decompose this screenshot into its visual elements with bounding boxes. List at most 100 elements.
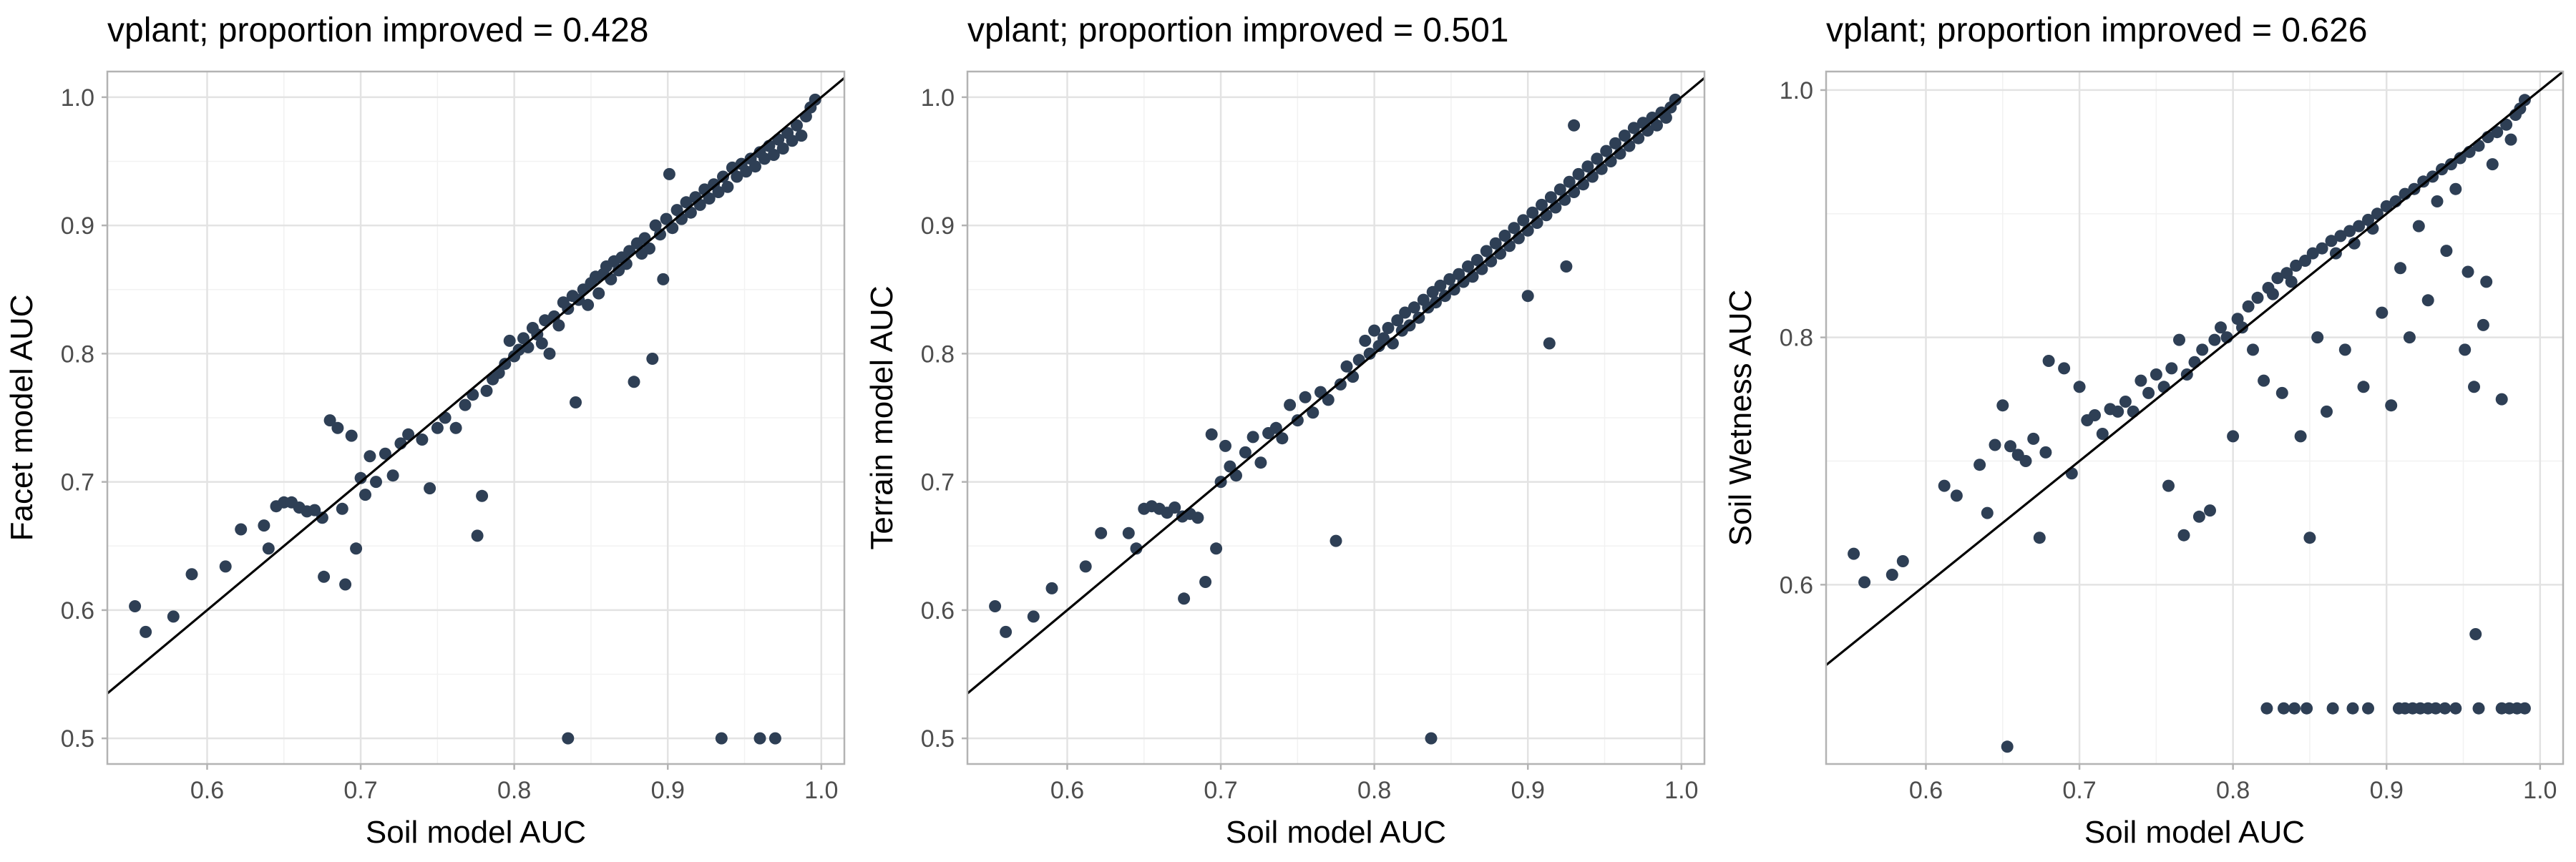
data-point <box>663 167 675 180</box>
data-point <box>1095 526 1108 539</box>
y-tick-label: 0.5 <box>921 725 955 753</box>
data-point <box>2033 532 2046 544</box>
data-point <box>2119 396 2132 408</box>
data-point <box>2472 139 2485 152</box>
data-point <box>1122 526 1135 539</box>
data-point <box>1130 542 1143 555</box>
data-point <box>1489 237 1502 250</box>
data-point <box>2469 628 2482 640</box>
data-point <box>2150 368 2162 381</box>
x-tick-label: 0.6 <box>190 777 224 804</box>
plot-area <box>1826 72 2563 764</box>
data-point <box>2096 428 2109 440</box>
data-point <box>1572 167 1585 180</box>
data-point <box>703 192 716 205</box>
data-point <box>1191 511 1204 524</box>
identity-reference-line <box>966 77 1706 695</box>
data-point <box>620 258 633 270</box>
data-point <box>1399 306 1412 319</box>
data-point <box>323 414 336 427</box>
data-point <box>1457 275 1470 288</box>
data-point <box>717 170 729 183</box>
data-point <box>2480 275 2493 288</box>
y-tick-label: 1.0 <box>61 84 94 112</box>
data-point <box>2431 195 2444 207</box>
data-point <box>2459 343 2472 356</box>
data-point <box>1989 439 2001 451</box>
x-tick-label: 0.9 <box>651 777 685 804</box>
x-tick-label: 0.7 <box>343 777 377 804</box>
data-point <box>2073 381 2086 393</box>
data-point <box>715 732 728 745</box>
data-point <box>2290 259 2303 272</box>
data-point <box>2449 702 2462 715</box>
data-point <box>2321 405 2333 418</box>
data-point <box>2303 532 2316 544</box>
data-point <box>2380 200 2393 212</box>
x-axis-title: Soil model AUC <box>2084 815 2305 850</box>
data-point <box>379 447 391 460</box>
data-point <box>1470 254 1483 266</box>
data-point <box>2462 265 2474 278</box>
data-point <box>570 396 582 408</box>
plot-border <box>1825 70 2565 765</box>
data-point <box>185 568 198 581</box>
data-point <box>339 578 352 591</box>
y-tick-label: 0.9 <box>61 212 94 240</box>
data-point <box>2192 510 2205 523</box>
data-point <box>657 273 670 285</box>
data-point <box>1307 406 1319 419</box>
data-point <box>2236 321 2248 334</box>
data-point <box>2495 393 2508 406</box>
data-point <box>1210 542 1223 555</box>
data-point <box>1359 334 1372 347</box>
panel-title: vplant; proportion improved = 0.501 <box>967 11 1508 49</box>
data-point <box>2417 175 2430 188</box>
data-point <box>503 334 516 347</box>
data-point <box>2285 275 2298 288</box>
data-point <box>1276 432 1289 445</box>
data-point <box>499 358 512 371</box>
data-point <box>1407 301 1420 314</box>
data-point <box>449 421 462 434</box>
data-point <box>1322 393 1335 406</box>
data-point <box>1560 260 1573 273</box>
data-point <box>308 504 321 516</box>
data-point <box>2353 220 2366 232</box>
data-point <box>2376 306 2389 319</box>
data-point <box>354 471 367 484</box>
data-point <box>2421 294 2434 307</box>
data-point <box>1254 456 1267 469</box>
data-point <box>2058 362 2071 375</box>
data-point <box>1448 283 1460 296</box>
data-point <box>2288 702 2301 715</box>
data-point <box>364 450 376 463</box>
y-tick-label: 0.7 <box>921 469 955 496</box>
data-point <box>2278 702 2290 715</box>
data-point <box>2271 272 2284 285</box>
data-point <box>767 149 780 161</box>
y-tick-label: 0.8 <box>61 341 94 368</box>
data-point <box>1363 347 1376 360</box>
data-point <box>2366 222 2379 235</box>
data-point <box>2204 504 2216 517</box>
data-point <box>316 511 328 524</box>
data-point <box>1219 439 1231 452</box>
data-point <box>809 93 821 106</box>
x-axis-title: Soil model AUC <box>1226 815 1446 850</box>
data-point <box>2294 430 2307 443</box>
x-axis-title: Soil model AUC <box>366 815 586 850</box>
data-point <box>129 600 142 612</box>
data-point <box>1659 112 1672 124</box>
data-point <box>786 134 799 147</box>
data-point <box>2444 158 2457 171</box>
data-point <box>1498 230 1511 242</box>
y-tick-label: 0.6 <box>1780 572 1813 599</box>
data-point <box>2258 374 2270 387</box>
data-point <box>258 519 270 532</box>
data-point <box>543 347 556 360</box>
data-point <box>2357 381 2370 393</box>
data-point <box>1462 260 1474 273</box>
data-point <box>758 152 771 165</box>
x-tick-label: 0.6 <box>1909 777 1943 804</box>
